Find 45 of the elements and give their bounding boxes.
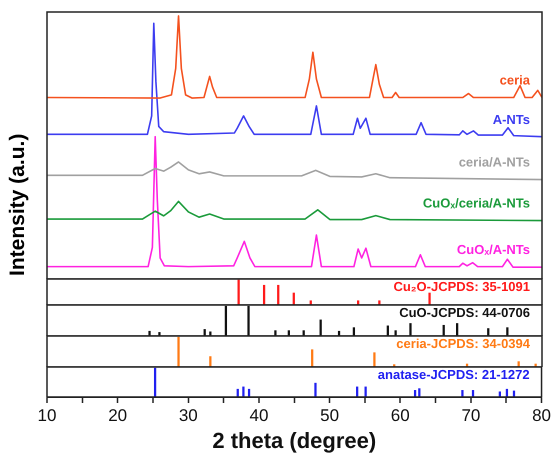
series-label: A-NTs bbox=[492, 112, 530, 127]
y-axis-title: Intensity (a.u.) bbox=[6, 132, 30, 278]
bar bbox=[364, 386, 367, 397]
bar bbox=[518, 361, 520, 367]
bar bbox=[378, 300, 380, 305]
x-tick-label: 60 bbox=[390, 406, 410, 425]
bar bbox=[357, 300, 360, 305]
bar bbox=[418, 388, 420, 397]
bar bbox=[302, 330, 305, 336]
bar bbox=[386, 326, 389, 336]
series-label: ceria-JCPDS: 34-0394 bbox=[396, 336, 531, 352]
series-label: CuOₓ/A-NTs bbox=[456, 242, 530, 258]
series-label: CuOₓ/ceria/A-NTs bbox=[422, 196, 530, 211]
x-tick-label: 10 bbox=[38, 406, 56, 425]
x-tick-label: 50 bbox=[320, 406, 340, 425]
bar bbox=[320, 320, 322, 336]
bar bbox=[534, 364, 537, 367]
bar bbox=[394, 330, 397, 336]
x-tick-label: 20 bbox=[108, 406, 128, 425]
series-label: CuO-JCPDS: 44-0706 bbox=[399, 305, 530, 320]
bar bbox=[277, 284, 280, 305]
bar bbox=[288, 330, 290, 336]
bar bbox=[456, 323, 458, 336]
bar bbox=[506, 327, 508, 336]
series-label: anatase-JCPDS: 21-1272 bbox=[378, 367, 530, 382]
series-label: ceria bbox=[500, 72, 531, 88]
x-axis-title: 2 theta (degree) bbox=[212, 428, 376, 453]
bar bbox=[356, 386, 358, 397]
bar bbox=[498, 391, 501, 397]
series-label: ceria/A-NTs bbox=[458, 154, 530, 170]
x-tick-label: 80 bbox=[532, 406, 552, 425]
bar bbox=[292, 292, 295, 305]
series-label: Cu₂O-JCPDS: 35-1091 bbox=[393, 279, 530, 294]
bar bbox=[311, 349, 314, 367]
bar bbox=[209, 356, 212, 367]
bar bbox=[487, 328, 490, 336]
bar bbox=[442, 324, 445, 336]
x-tick-label: 40 bbox=[249, 406, 268, 425]
x-tick-label: 30 bbox=[178, 406, 198, 425]
bar bbox=[204, 329, 206, 336]
x-tick-label: 70 bbox=[461, 406, 480, 425]
bar bbox=[310, 300, 312, 305]
bar bbox=[236, 388, 239, 397]
bar bbox=[209, 331, 212, 336]
bar bbox=[238, 280, 240, 305]
